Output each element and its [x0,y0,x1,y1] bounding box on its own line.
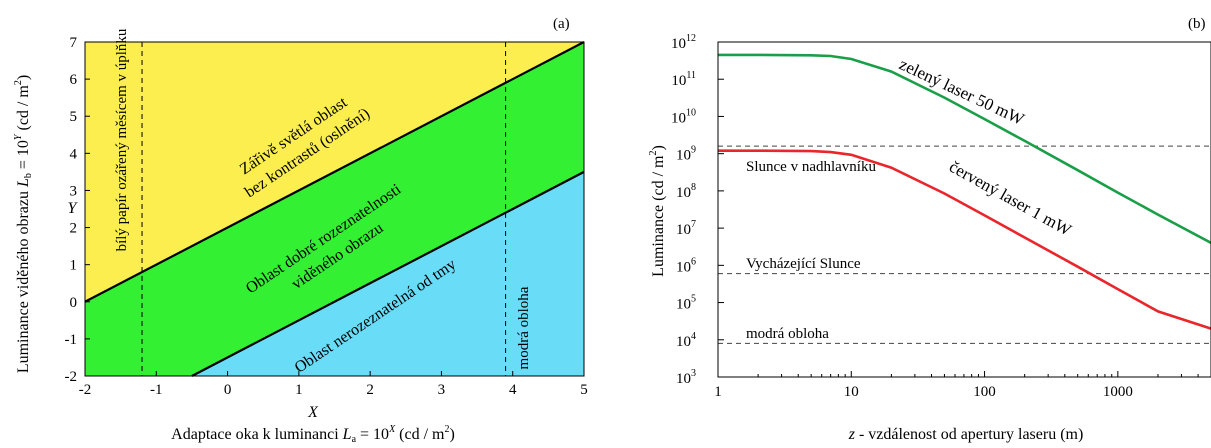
y-tick-label: 6 [70,72,78,88]
y-ticks: -2 -1 0 1 2 3 4 5 6 7 [65,35,90,385]
boundary-line-lower [191,170,585,377]
boundary-line-upper [84,41,585,303]
y-tick-label: 2 [70,221,78,237]
series-label-red-laser: červený laser 1 mW [946,157,1075,240]
y-tick-label: 108 [676,182,696,201]
reference-label-blue-sky: modrá obloha [746,326,829,342]
x-tick-label: -1 [150,382,163,398]
x-tick-label: 1 [295,382,303,398]
y-tick-label: 103 [676,368,696,387]
series-line-green-laser [718,53,1211,245]
marker-label-moonlit-paper: bílý papír ozářený měsícem v úplňku [114,28,130,251]
x-ticks-b: 1 10 100 1000 [714,371,1211,400]
x-tick-label: 2 [366,382,374,398]
y-tick-label: -2 [65,369,78,385]
x-tick-label: 5 [580,382,588,398]
y-tick-label: 1012 [671,33,696,52]
y-tick-label: 7 [70,35,78,51]
y-tick-label: 109 [676,145,696,164]
panel-b-label: (b) [1188,16,1206,32]
x-tick-label: 100 [973,384,996,400]
y-tick-label: -1 [65,332,78,348]
y-axis-label: Luminance viděného obrazu Lb = 10Y (cd /… [13,75,34,373]
series-label-green-laser: zelený laser 50 mW [896,54,1028,129]
panel-b: 1 10 100 1000 103 104 105 106 107 108 109 1010 1011… [648,16,1211,443]
x-tick-label: 1 [714,384,722,400]
y-tick-label: 107 [676,219,696,238]
x-tick-label: 10 [844,384,859,400]
x-tick-label: 4 [509,382,517,398]
marker-label-blue-sky: modrá obloha [516,286,532,369]
y-tick-label: 105 [676,294,696,313]
plot-frame-b [717,41,1211,378]
y-tick-label: 0 [70,295,78,311]
x-tick-label: 1000 [1103,384,1133,400]
y-tick-label: 3 [70,183,78,199]
x-ticks: -2 -1 0 1 2 3 4 5 [79,371,588,398]
x-tick-label: 3 [438,382,446,398]
reference-lines [718,145,1211,344]
y-tick-label: 1011 [671,70,696,89]
reference-label-rising-sun: Vycházející Slunce [746,256,861,272]
x-axis-short-label: X [307,404,319,421]
y-tick-label: 1010 [671,107,696,126]
y-tick-label: 1 [70,258,78,274]
y-tick-label: 104 [676,331,696,350]
y-tick-label: 4 [70,146,78,162]
reference-label-zenith-sun: Slunce v nadhlavníku [746,159,876,175]
panel-a-label: (a) [553,16,570,32]
y-ticks-b: 103 104 105 106 107 108 109 1010 1011 1012 [671,33,724,387]
x-axis-label-b: z - vzdálenost od apertury laseru (m) [848,426,1084,443]
x-axis-label: Adaptace oka k luminanci La = 10X (cd / … [171,424,455,445]
y-axis-short-label: Y [68,200,79,217]
y-axis-label-b: Luminance (cd / m2) [648,145,667,277]
x-tick-label: 0 [224,382,232,398]
y-tick-label: 106 [676,256,696,275]
series-line-red-laser [718,149,1211,330]
region-good [85,42,584,376]
y-tick-label: 5 [70,109,78,125]
x-tick-label: -2 [79,382,92,398]
plot-frame [84,41,585,377]
